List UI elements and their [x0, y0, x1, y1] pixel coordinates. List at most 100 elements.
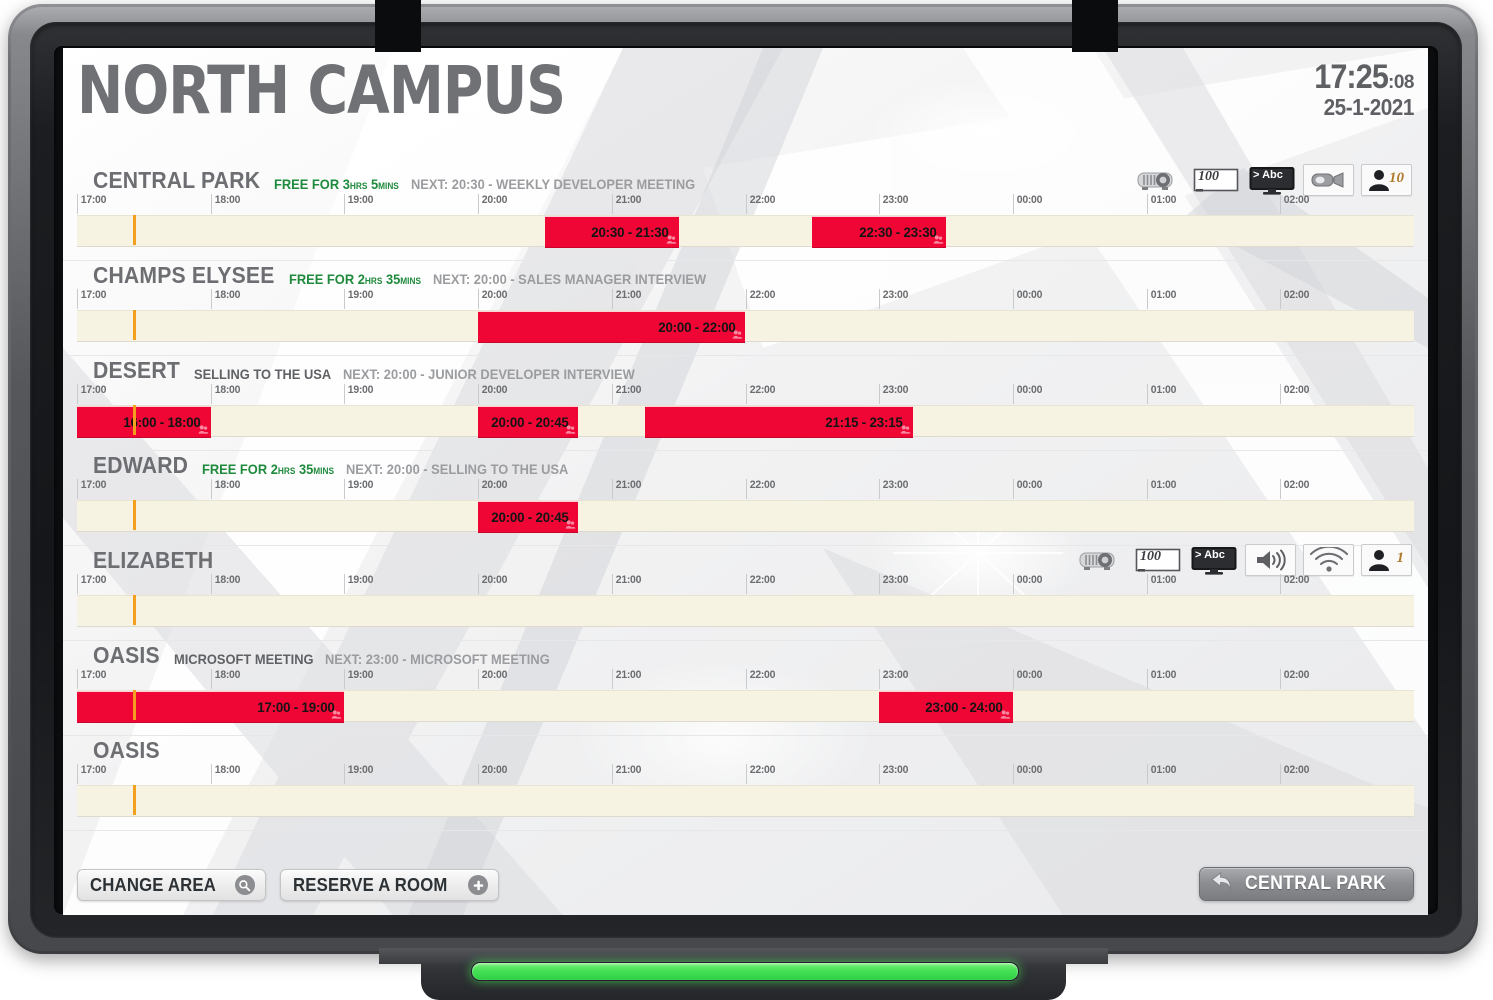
timeline-tick: 23:00	[879, 384, 909, 404]
booking-label: 20:00 - 22:00	[658, 319, 736, 335]
timeline-track[interactable]	[77, 785, 1414, 817]
reserve-room-button[interactable]: RESERVE A ROOM	[280, 869, 500, 901]
booking-block[interactable]: 22:30 - 23:30	[812, 216, 947, 248]
search-icon	[234, 875, 255, 895]
room-name: OASIS	[93, 642, 160, 668]
room-timeline[interactable]: 17:00 18:00 19:00 20:00 21:00 22:00 23:00 00:00…	[77, 384, 1414, 448]
timeline-tick: 18:00	[210, 764, 240, 784]
video-camera-icon	[1303, 164, 1354, 196]
timeline-tick: 22:00	[745, 194, 775, 214]
people-tag-icon	[900, 425, 910, 434]
room-name: CENTRAL PARK	[93, 167, 261, 193]
timeline-tick: 02:00	[1280, 384, 1310, 404]
room-row[interactable]: EDWARD FREE FOR 2HRS 35MINS NEXT: 20:00 - …	[63, 451, 1428, 546]
booking-block[interactable]: 23:00 - 24:00	[879, 691, 1013, 723]
clock-date: 25-1-2021	[1323, 94, 1415, 120]
timeline-tick: 18:00	[210, 194, 240, 214]
room-timeline[interactable]: 17:00 18:00 19:00 20:00 21:00 22:00 23:00 00:00…	[77, 764, 1414, 828]
booking-block[interactable]: 20:00 - 20:45	[478, 406, 579, 438]
room-timeline[interactable]: 17:00 18:00 19:00 20:00 21:00 22:00 23:00 00:00…	[77, 194, 1414, 258]
room-timeline[interactable]: 17:00 18:00 19:00 20:00 21:00 22:00 23:00 00:00…	[77, 289, 1414, 353]
timeline-track[interactable]: 20:30 - 21:30 22:30 - 23:30	[77, 215, 1414, 248]
timeline-tick: 00:00	[1012, 384, 1042, 404]
room-row[interactable]: OASIS MICROSOFT MEETING NEXT: 23:00 - MICR…	[63, 641, 1428, 736]
timeline-ticks: 17:00 18:00 19:00 20:00 21:00 22:00 23:00 00:00…	[77, 384, 1414, 404]
room-header: OASIS	[63, 736, 1428, 764]
timeline-tick: 23:00	[879, 194, 909, 214]
timeline-tick: 23:00	[879, 669, 909, 689]
back-button-label: CENTRAL PARK	[1245, 873, 1387, 894]
timeline-tick: 02:00	[1280, 479, 1310, 499]
people-tag-icon	[332, 710, 342, 719]
timeline-tick: 17:00	[77, 194, 106, 214]
timeline-tick: 17:00	[77, 669, 106, 689]
timeline-track[interactable]	[77, 595, 1414, 627]
room-header: ELIZABETH 100 > Abc 1	[63, 544, 1428, 576]
timeline-tick: 19:00	[344, 764, 374, 784]
timeline-tick: 00:00	[1012, 289, 1042, 309]
projector-icon	[1132, 166, 1184, 196]
room-timeline[interactable]: 17:00 18:00 19:00 20:00 21:00 22:00 23:00 00:00…	[77, 669, 1414, 733]
display-icon: > Abc	[1247, 166, 1296, 196]
room-row[interactable]: ELIZABETH 100 > Abc 1 17:00 18:00 19:00 20:00 21…	[63, 544, 1428, 641]
timeline-tick: 17:00	[77, 289, 106, 309]
whiteboard-icon: 100	[1133, 546, 1182, 576]
room-next-meeting: NEXT: 20:00 - SELLING TO THE USA	[346, 461, 569, 477]
change-area-button[interactable]: CHANGE AREA	[77, 869, 266, 901]
timeline-tick: 19:00	[344, 194, 374, 214]
timeline-tick: 02:00	[1280, 764, 1310, 784]
booking-label: 22:30 - 23:30	[858, 224, 937, 240]
screen: NORTH CAMPUS 17:25:08 25-1-2021 CENTRAL …	[63, 48, 1428, 915]
booking-label: 20:00 - 20:45	[491, 509, 569, 525]
timeline-track[interactable]: 17:00 - 19:00 23:00 - 24:00	[77, 690, 1414, 723]
timeline-track[interactable]: 20:00 - 22:00	[77, 310, 1414, 343]
room-header: CENTRAL PARK FREE FOR 3HRS 5MINS NEXT: 20:…	[63, 164, 1428, 196]
room-row[interactable]: CHAMPS ELYSEE FREE FOR 2HRS 35MINS NEXT: 2…	[63, 261, 1428, 356]
booking-block[interactable]: 21:15 - 23:15	[645, 406, 913, 438]
timeline-ticks: 17:00 18:00 19:00 20:00 21:00 22:00 23:00 00:00…	[77, 479, 1414, 499]
timeline-tick: 18:00	[210, 289, 240, 309]
back-to-room-button[interactable]: CENTRAL PARK	[1199, 867, 1414, 901]
timeline-tick: 02:00	[1280, 194, 1310, 214]
footer-bar: CHANGE AREA RESERVE A ROOM CENTRAL PARK	[63, 855, 1428, 915]
clock-seconds: :08	[1388, 72, 1414, 93]
timeline-tick: 17:00	[77, 479, 106, 499]
room-timeline[interactable]: 17:00 18:00 19:00 20:00 21:00 22:00 23:00 00:00…	[77, 574, 1414, 638]
timeline-tick: 22:00	[745, 289, 775, 309]
timeline-tick: 02:00	[1280, 669, 1310, 689]
row-divider	[63, 260, 1428, 261]
room-row[interactable]: OASIS 17:00 18:00 19:00 20:00 21:00 22:00 23:00…	[63, 736, 1428, 831]
timeline-tick: 23:00	[879, 289, 909, 309]
timeline-track[interactable]: 20:00 - 20:45	[77, 500, 1414, 533]
booking-block[interactable]: 16:00 - 18:00	[77, 406, 211, 438]
booking-label: 23:00 - 24:00	[925, 699, 1004, 715]
timeline-tick: 20:00	[478, 764, 507, 784]
room-next-meeting: NEXT: 20:00 - SALES MANAGER INTERVIEW	[432, 271, 706, 287]
row-divider	[63, 545, 1428, 546]
people-tag-icon	[566, 520, 576, 529]
booking-label: 20:00 - 20:45	[491, 414, 569, 430]
people-tag-icon	[198, 425, 208, 434]
timeline-tick: 21:00	[611, 194, 641, 214]
timeline-tick: 23:00	[879, 479, 909, 499]
booking-block[interactable]: 20:00 - 22:00	[478, 311, 746, 343]
people-tag-icon	[566, 425, 576, 434]
timeline-tick: 17:00	[77, 764, 106, 784]
timeline-track[interactable]: 16:00 - 18:00 20:00 - 20:45 21:15 - 23:15	[77, 405, 1414, 438]
timeline-tick: 19:00	[344, 574, 374, 594]
clock: 17:25:08 25-1-2021	[1306, 58, 1414, 121]
timeline-tick: 22:00	[745, 669, 775, 689]
booking-block[interactable]: 20:30 - 21:30	[544, 216, 679, 248]
booking-block[interactable]: 20:00 - 20:45	[478, 501, 579, 533]
room-row[interactable]: CENTRAL PARK FREE FOR 3HRS 5MINS NEXT: 20:…	[63, 164, 1428, 261]
timeline-tick: 19:00	[344, 479, 374, 499]
row-divider	[63, 450, 1428, 451]
booking-block[interactable]: 17:00 - 19:00	[77, 691, 345, 723]
timeline-tick: 22:00	[745, 384, 775, 404]
people-tag-icon	[1000, 710, 1011, 719]
room-timeline[interactable]: 17:00 18:00 19:00 20:00 21:00 22:00 23:00 00:00…	[77, 479, 1414, 543]
room-status-text: SELLING TO THE USA	[193, 366, 332, 382]
room-row[interactable]: DESERT SELLING TO THE USA NEXT: 20:00 - JU…	[63, 356, 1428, 451]
people-tag-icon	[733, 330, 743, 339]
